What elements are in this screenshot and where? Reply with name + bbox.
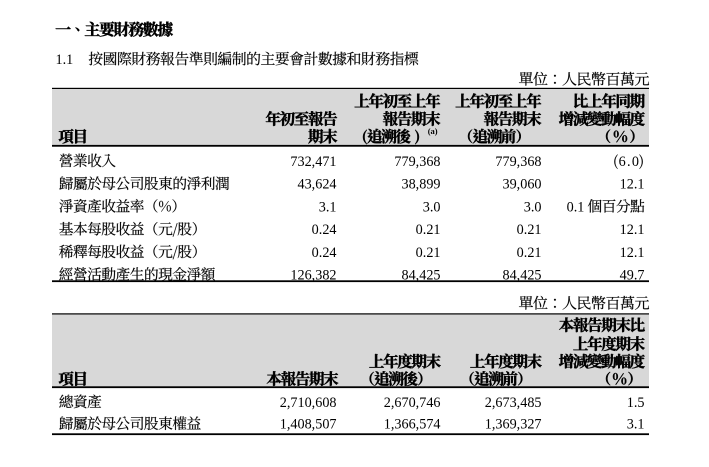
svg-text:43,624: 43,624	[297, 177, 336, 193]
svg-text:2,673,485: 2,673,485	[485, 395, 542, 411]
svg-text:3.0: 3.0	[423, 199, 441, 215]
svg-text:(a): (a)	[428, 126, 438, 136]
svg-text:49.7: 49.7	[620, 267, 645, 283]
svg-text:1,369,327: 1,369,327	[485, 417, 542, 433]
svg-text:1,408,507: 1,408,507	[280, 417, 337, 433]
svg-text:39,060: 39,060	[502, 177, 541, 193]
svg-text:84,425: 84,425	[502, 267, 541, 283]
svg-text:3.0: 3.0	[524, 199, 542, 215]
svg-text:2,670,746: 2,670,746	[384, 395, 441, 411]
svg-text:3.1: 3.1	[319, 199, 337, 215]
svg-text:6.0: 6.0	[619, 154, 641, 170]
svg-text:1.5: 1.5	[627, 395, 645, 411]
svg-text:779,368: 779,368	[495, 154, 541, 170]
svg-text:0.24: 0.24	[312, 222, 337, 238]
svg-text:0.21: 0.21	[517, 222, 542, 238]
svg-text:3.1: 3.1	[627, 417, 645, 433]
svg-text:12.1: 12.1	[620, 222, 645, 238]
svg-text:38,899: 38,899	[401, 177, 440, 193]
svg-text:779,368: 779,368	[394, 154, 440, 170]
svg-text:0.21: 0.21	[416, 245, 441, 261]
svg-text:0.24: 0.24	[312, 245, 337, 261]
svg-text:1.1: 1.1	[56, 52, 74, 68]
svg-text:12.1: 12.1	[620, 245, 645, 261]
svg-text:1,366,574: 1,366,574	[384, 417, 441, 433]
svg-text:732,471: 732,471	[290, 154, 336, 170]
svg-text:0.1: 0.1	[567, 199, 585, 215]
svg-text:12.1: 12.1	[620, 177, 645, 193]
svg-text:126,382: 126,382	[290, 267, 336, 283]
svg-text:0.21: 0.21	[517, 245, 542, 261]
svg-text:84,425: 84,425	[401, 267, 440, 283]
svg-text:0.21: 0.21	[416, 222, 441, 238]
svg-text:2,710,608: 2,710,608	[280, 395, 337, 411]
